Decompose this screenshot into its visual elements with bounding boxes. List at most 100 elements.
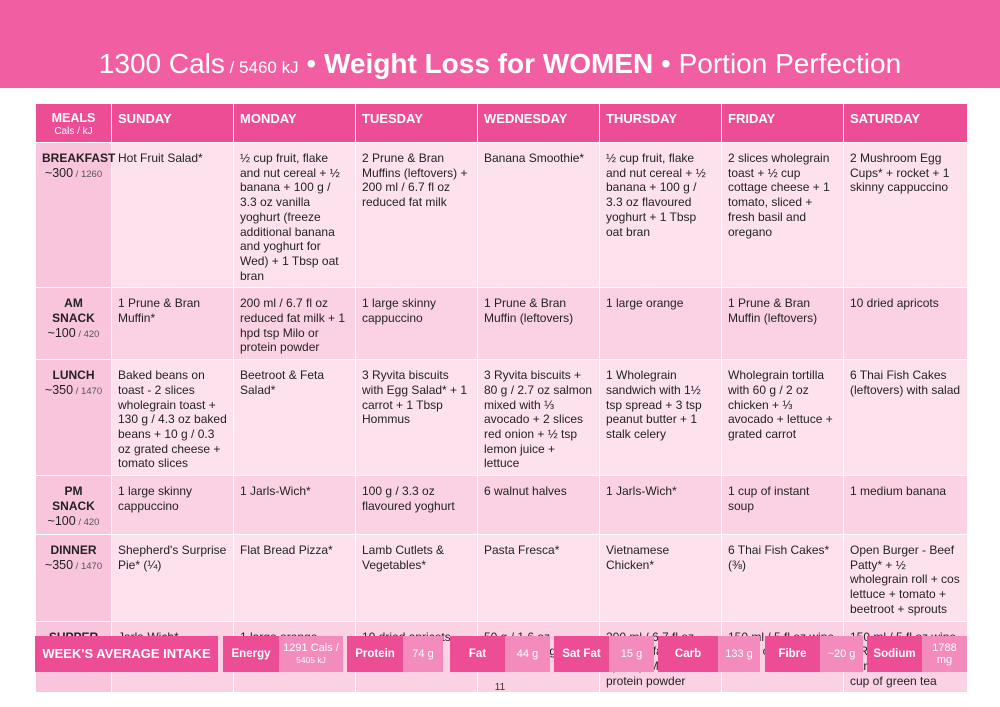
table-row: BREAKFAST ~300 / 1260 Hot Fruit Salad* ½ cu… [35,141,968,289]
intake-stat-value-main: ~20 g [827,648,856,660]
meal-kilojoules: / 1470 [73,561,103,573]
meal-label: LUNCH ~350 / 1470 [35,359,112,477]
intake-stat-name: Carb [658,636,718,672]
intake-stat-value: ~20 g [820,636,863,672]
meal-cell: 1 Prune & Bran Muffin (leftovers) [477,287,600,361]
intake-stat-value-main: 133 g [725,648,753,660]
day-header-saturday: SATURDAY [843,103,968,143]
meal-name: PM SNACK [52,484,95,514]
meal-cell: Open Burger - Beef Patty* + ½ wholegrain… [843,534,968,622]
meal-cell: 2 Mushroom Egg Cups* + rocket + 1 skinny… [843,141,968,289]
intake-stat-value-main: 15 g [620,648,643,660]
meal-kilojoules: / 1470 [73,386,103,398]
meal-name: DINNER [50,543,97,558]
intake-stat: Fibre ~20 g [765,636,863,672]
page-title: 1300 Cals / 5460 kJ • Weight Loss for WO… [0,47,1000,85]
meal-kilojoules: / 420 [75,329,100,341]
meal-cell: 1 Wholegrain sandwich with 1½ tsp spread… [599,359,722,477]
meal-name: AM SNACK [52,296,95,326]
table-header-row: MEALS Cals / kJ SUNDAY MONDAY TUESDAY WE… [35,103,968,143]
intake-stat-value-main: 74 g [412,648,434,660]
meals-header-label: MEALS [51,111,96,125]
meal-cell: 1 Jarls-Wich* [233,475,356,536]
meal-calories: ~300 [44,166,74,180]
meal-cell: 3 Ryvita biscuits + 80 g / 2.7 oz salmon… [477,359,600,477]
table-row: AM SNACK ~100 / 420 1 Prune & Bran Muffin*… [35,287,968,361]
meal-name: BREAKFAST [42,151,116,165]
meal-cell: Baked beans on toast - 2 slices wholegra… [111,359,234,477]
meal-kilojoules: / 1260 [73,169,103,180]
title-separator: • [298,48,324,79]
meal-target: ~100 / 420 [42,514,105,530]
meal-cell: 10 dried apricots [843,287,968,361]
meal-calories: ~100 [47,326,76,341]
meal-cell: 2 Prune & Bran Muffins (leftovers) + 200… [355,141,478,289]
table-row: PM SNACK ~100 / 420 1 large skinny cappucc… [35,475,968,536]
meal-cell: 1 medium banana [843,475,968,536]
meal-cell: 200 ml / 6.7 fl oz reduced fat milk + 1 … [233,287,356,361]
intake-stat-name: Protein [347,636,403,672]
day-header-sunday: SUNDAY [111,103,234,143]
day-header-thursday: THURSDAY [599,103,722,143]
meal-cell: 1 Prune & Bran Muffin* [111,287,234,361]
meal-cell: 3 Ryvita biscuits with Egg Salad* + 1 ca… [355,359,478,477]
meal-plan-table: MEALS Cals / kJ SUNDAY MONDAY TUESDAY WE… [35,103,968,694]
meal-cell: 6 walnut halves [477,475,600,536]
intake-stat: Energy 1291 Cals /5405 kJ [223,636,343,672]
intake-stat: Sodium 1788 mg [867,636,967,672]
intake-stat-value: 15 g [609,636,654,672]
meal-cell: ½ cup fruit, flake and nut cereal + ½ ba… [599,141,722,289]
intake-stat-value: 133 g [718,636,760,672]
day-header-monday: MONDAY [233,103,356,143]
meals-header-sub: Cals / kJ [54,126,93,137]
meal-cell: Shepherd's Surprise Pie* (¼) [111,534,234,622]
title-tail: Portion Perfection [678,48,902,79]
intake-stat-value-main: 1788 [932,642,957,654]
meal-calories: ~100 [47,514,76,529]
table-row: DINNER ~350 / 1470 Shepherd's Surprise Pie… [35,534,968,622]
intake-label: WEEK'S AVERAGE INTAKE [35,636,218,672]
meal-cell: 1 large orange [599,287,722,361]
meals-column-header: MEALS Cals / kJ [35,103,112,143]
intake-stat-name: Sodium [867,636,922,672]
meal-cell: 1 large skinny cappuccino [355,287,478,361]
meal-label: PM SNACK ~100 / 420 [35,475,112,536]
meal-cell: 6 Thai Fish Cakes* (⅜) [721,534,844,622]
table-row: LUNCH ~350 / 1470 Baked beans on toast - 2… [35,359,968,477]
title-separator: • [653,48,679,79]
meal-cell: 100 g / 3.3 oz flavoured yoghurt [355,475,478,536]
meal-target: ~300 / 1260 [42,166,105,182]
meal-cell: 6 Thai Fish Cakes (leftovers) with salad [843,359,968,477]
title-banner: 1300 Cals / 5460 kJ • Weight Loss for WO… [0,0,1000,88]
intake-stat-value: 1788 mg [922,636,967,672]
meal-name: LUNCH [52,368,95,383]
meal-cell: 1 Jarls-Wich* [599,475,722,536]
intake-stat-name: Sat Fat [554,636,609,672]
meal-cell: 1 cup of instant soup [721,475,844,536]
title-main: Weight Loss for WOMEN [323,48,654,79]
meal-cell: ½ cup fruit, flake and nut cereal + ½ ba… [233,141,356,289]
meal-label: AM SNACK ~100 / 420 [35,287,112,361]
intake-stat-name: Fibre [765,636,820,672]
intake-stat-name: Fat [450,636,505,672]
title-calories: 1300 Cals [98,48,225,79]
intake-stat-value-main: 44 g [516,648,539,660]
meal-cell: Flat Bread Pizza* [233,534,356,622]
meal-cell: 1 Prune & Bran Muffin (leftovers) [721,287,844,361]
weekly-average-intake: WEEK'S AVERAGE INTAKE Energy 1291 Cals /5… [35,636,967,672]
intake-stat-name: Energy [223,636,279,672]
meal-cell: Vietnamese Chicken* [599,534,722,622]
meal-label: DINNER ~350 / 1470 [35,534,112,622]
intake-stat-value: 44 g [505,636,550,672]
intake-stat: Fat 44 g [450,636,550,672]
meal-cell: Banana Smoothie* [477,141,600,289]
meal-target: ~350 / 1470 [42,558,105,574]
intake-stat: Sat Fat 15 g [554,636,654,672]
meal-cell: Wholegrain tortilla with 60 g / 2 oz chi… [721,359,844,477]
intake-stat-value: 1291 Cals /5405 kJ [279,636,343,672]
meal-cell: 2 slices wholegrain toast + ½ cup cottag… [721,141,844,289]
title-kilojoules: / 5460 kJ [224,58,299,77]
meal-label: BREAKFAST ~300 / 1260 [35,141,116,289]
intake-stat-value-main: 1291 Cals / [283,642,339,654]
meal-target: ~350 / 1470 [42,383,105,399]
